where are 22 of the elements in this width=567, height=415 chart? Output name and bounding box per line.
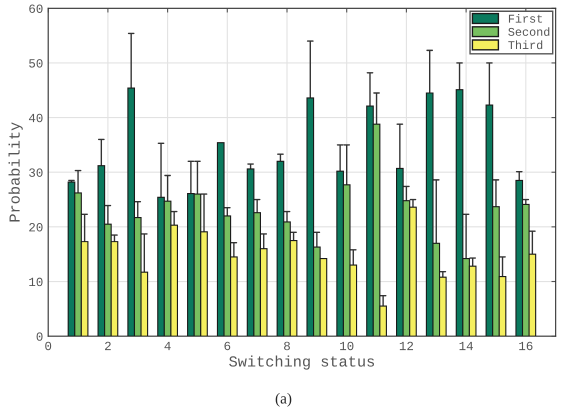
x-tick-label: 4 [164,342,171,350]
y-tick-label: 30 [29,168,43,177]
x-tick-label: 10 [340,342,354,350]
y-axis-title: Probability [8,122,23,222]
y-tick-label: 60 [29,4,43,13]
y-tick-label: 0 [36,332,43,341]
x-tick-label: 14 [460,342,473,350]
legend-label: Second [508,27,550,36]
y-tick-label: 50 [29,59,43,68]
y-tick-label: 20 [29,223,43,232]
y-tick-label: 10 [29,278,43,286]
x-tick-label: 8 [284,342,290,350]
x-tick-label: 0 [45,342,52,350]
x-tick-label: 12 [400,342,414,350]
legend-label: First [508,14,542,23]
text: (a) [276,392,292,407]
x-tick-label: 2 [105,342,111,350]
x-axis-title: Switching status [229,355,374,370]
x-tick-label: 6 [224,342,230,350]
legend-label: Third [508,40,542,50]
y-tick-label: 40 [28,114,43,122]
x-tick-label: 16 [519,342,532,350]
